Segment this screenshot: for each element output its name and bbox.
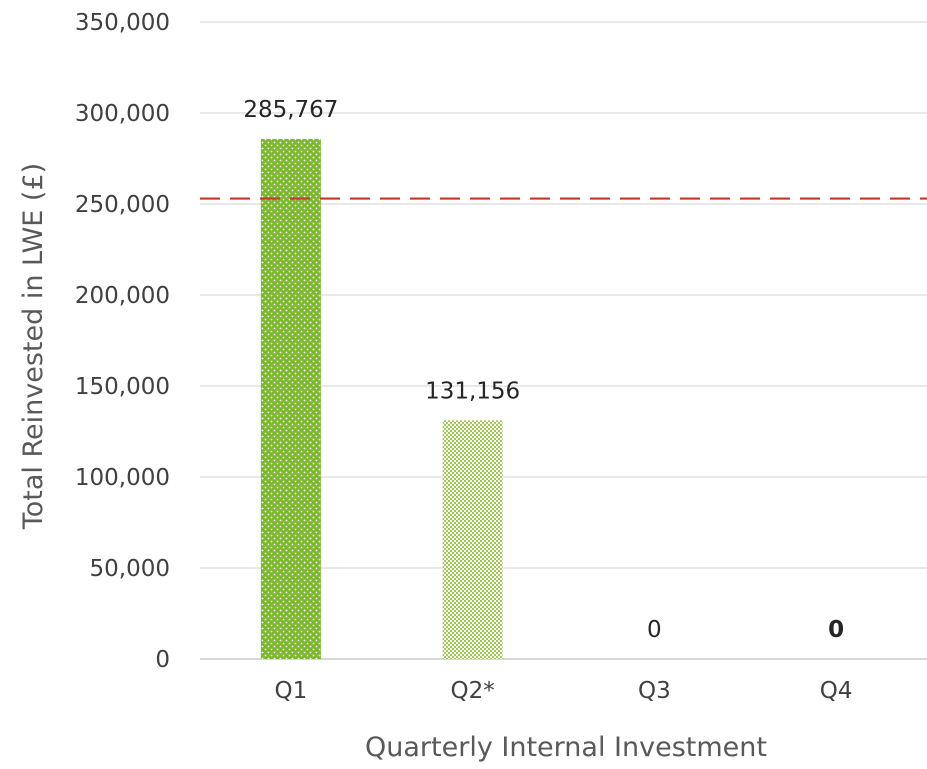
y-tick-label: 250,000 <box>75 192 170 218</box>
x-axis-title: Quarterly Internal Investment <box>365 732 767 763</box>
data-label: 285,767 <box>243 97 338 123</box>
y-tick-label: 200,000 <box>75 283 170 309</box>
data-label: 0 <box>647 617 662 643</box>
data-label: 0 <box>828 617 844 643</box>
x-tick-label: Q4 <box>820 678 853 704</box>
y-axis-title: Total Reinvested in LWE (£) <box>18 163 49 530</box>
x-tick-label: Q3 <box>638 678 671 704</box>
y-tick-label: 300,000 <box>75 101 170 127</box>
y-tick-label: 350,000 <box>75 10 170 36</box>
bar-q1 <box>260 138 321 659</box>
x-tick-label: Q1 <box>275 678 308 704</box>
y-tick-label: 150,000 <box>75 374 170 400</box>
data-label: 131,156 <box>425 378 520 404</box>
y-tick-label: 0 <box>155 647 170 673</box>
y-tick-label: 50,000 <box>90 556 170 582</box>
y-tick-label: 100,000 <box>75 465 170 491</box>
bar-q2 <box>442 420 503 659</box>
x-tick-label: Q2* <box>451 678 495 704</box>
